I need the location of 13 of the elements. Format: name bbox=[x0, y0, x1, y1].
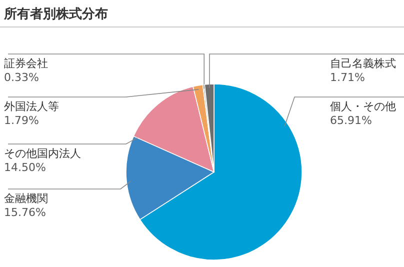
data-label: 1.71% bbox=[330, 71, 365, 84]
slice-label: 個人・その他 bbox=[330, 100, 396, 113]
slice-label: 外国法人等 bbox=[4, 100, 59, 113]
slice-label: 自己名義株式 bbox=[330, 57, 396, 70]
data-label: 1.79% bbox=[4, 114, 39, 127]
slice-label: その他国内法人 bbox=[4, 147, 81, 160]
data-label: 14.50% bbox=[4, 161, 46, 174]
slice-label: 証券会社 bbox=[4, 57, 48, 70]
data-label: 65.91% bbox=[330, 114, 372, 127]
slice-label: 金融機関 bbox=[4, 192, 48, 205]
data-label: 0.33% bbox=[4, 71, 39, 84]
data-label: 15.76% bbox=[4, 206, 46, 219]
chart-title: 所有者別株式分布 bbox=[3, 6, 108, 22]
